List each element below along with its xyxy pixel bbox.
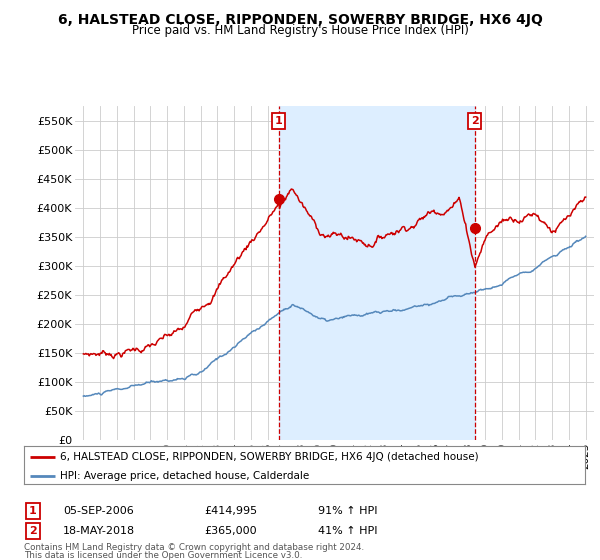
Text: 41% ↑ HPI: 41% ↑ HPI: [318, 526, 377, 536]
Text: £414,995: £414,995: [204, 506, 257, 516]
Text: 6, HALSTEAD CLOSE, RIPPONDEN, SOWERBY BRIDGE, HX6 4JQ (detached house): 6, HALSTEAD CLOSE, RIPPONDEN, SOWERBY BR…: [61, 451, 479, 461]
Text: 6, HALSTEAD CLOSE, RIPPONDEN, SOWERBY BRIDGE, HX6 4JQ: 6, HALSTEAD CLOSE, RIPPONDEN, SOWERBY BR…: [58, 13, 542, 27]
Text: £365,000: £365,000: [204, 526, 257, 536]
Text: 18-MAY-2018: 18-MAY-2018: [63, 526, 135, 536]
Text: Price paid vs. HM Land Registry's House Price Index (HPI): Price paid vs. HM Land Registry's House …: [131, 24, 469, 37]
Text: 2: 2: [29, 526, 37, 536]
Text: 1: 1: [29, 506, 37, 516]
Text: Contains HM Land Registry data © Crown copyright and database right 2024.: Contains HM Land Registry data © Crown c…: [24, 543, 364, 552]
Text: 1: 1: [275, 116, 283, 126]
Text: 91% ↑ HPI: 91% ↑ HPI: [318, 506, 377, 516]
Text: This data is licensed under the Open Government Licence v3.0.: This data is licensed under the Open Gov…: [24, 551, 302, 560]
Text: 05-SEP-2006: 05-SEP-2006: [63, 506, 134, 516]
Bar: [279, 106, 475, 440]
Text: 2: 2: [471, 116, 479, 126]
Text: HPI: Average price, detached house, Calderdale: HPI: Average price, detached house, Cald…: [61, 471, 310, 481]
